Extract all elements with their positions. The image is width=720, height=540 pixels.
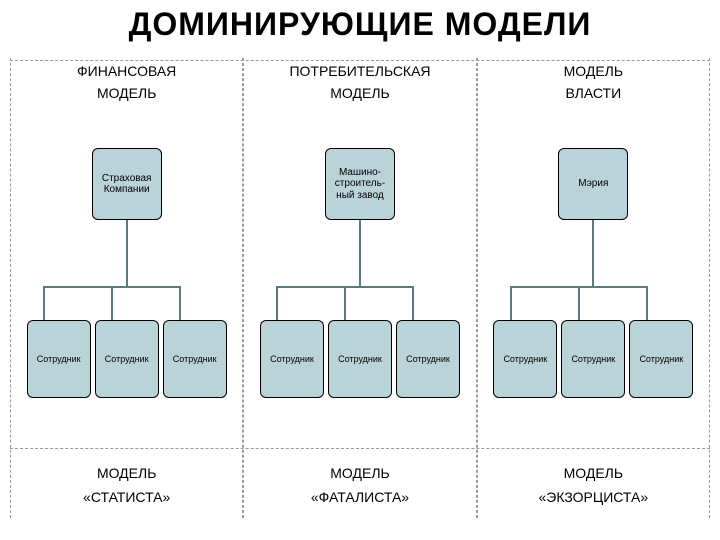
column-consumer: ПОТРЕБИТЕЛЬСКАЯ МОДЕЛЬ Машино-строитель-… <box>243 58 476 518</box>
col1-vleaf-2 <box>412 286 414 320</box>
col1-vleaf-0 <box>276 286 278 320</box>
col0-header-l2: МОДЕЛЬ <box>11 82 242 104</box>
col2-leaf-1: Сотрудник <box>561 320 625 398</box>
column-power: МОДЕЛЬ ВЛАСТИ Мэрия Сотрудник Сотрудник … <box>477 58 710 518</box>
col0-header-l1: ФИНАНСОВАЯ <box>11 60 242 82</box>
col0-leaf-2: Сотрудник <box>163 320 227 398</box>
col2-vroot <box>592 220 594 286</box>
col1-vleaf-1 <box>344 286 346 320</box>
col1-leaf-row: Сотрудник Сотрудник Сотрудник <box>244 320 475 398</box>
col1-footer-l2: «ФАТАЛИСТА» <box>244 486 475 510</box>
col0-footer-l2: «СТАТИСТА» <box>11 486 242 510</box>
col1-leaf-1: Сотрудник <box>328 320 392 398</box>
col1-leaf-2: Сотрудник <box>396 320 460 398</box>
col0-footer-l1: МОДЕЛЬ <box>11 462 242 486</box>
hsep-bottom <box>10 448 710 449</box>
col0-vleaf-0 <box>43 286 45 320</box>
col1-leaf-0: Сотрудник <box>260 320 324 398</box>
col1-vroot <box>359 220 361 286</box>
col0-header: ФИНАНСОВАЯ МОДЕЛЬ <box>11 58 242 105</box>
col2-root-box: Мэрия <box>558 148 628 220</box>
diagram-columns: ФИНАНСОВАЯ МОДЕЛЬ Страховая Компании Сот… <box>0 58 720 518</box>
col0-leaf-0: Сотрудник <box>27 320 91 398</box>
col0-root-box: Страховая Компании <box>92 148 162 220</box>
col2-header-l2: ВЛАСТИ <box>478 82 709 104</box>
col2-footer-l1: МОДЕЛЬ <box>478 462 709 486</box>
col2-header-l1: МОДЕЛЬ <box>478 60 709 82</box>
col1-footer-l1: МОДЕЛЬ <box>244 462 475 486</box>
col2-footer-l2: «ЭКЗОРЦИСТА» <box>478 486 709 510</box>
col2-leaf-0: Сотрудник <box>493 320 557 398</box>
col0-leaf-1: Сотрудник <box>95 320 159 398</box>
col1-header: ПОТРЕБИТЕЛЬСКАЯ МОДЕЛЬ <box>244 58 475 105</box>
col2-leaf-2: Сотрудник <box>629 320 693 398</box>
col2-header: МОДЕЛЬ ВЛАСТИ <box>478 58 709 105</box>
col2-vleaf-2 <box>646 286 648 320</box>
col0-vleaf-2 <box>179 286 181 320</box>
col0-vroot <box>126 220 128 286</box>
col0-vleaf-1 <box>111 286 113 320</box>
col2-vleaf-0 <box>510 286 512 320</box>
col1-root-box: Машино-строитель-ный завод <box>325 148 395 220</box>
col2-vleaf-1 <box>578 286 580 320</box>
col1-footer: МОДЕЛЬ «ФАТАЛИСТА» <box>244 462 475 510</box>
col2-footer: МОДЕЛЬ «ЭКЗОРЦИСТА» <box>478 462 709 510</box>
column-financial: ФИНАНСОВАЯ МОДЕЛЬ Страховая Компании Сот… <box>10 58 243 518</box>
col0-leaf-row: Сотрудник Сотрудник Сотрудник <box>11 320 242 398</box>
col2-leaf-row: Сотрудник Сотрудник Сотрудник <box>478 320 709 398</box>
col1-header-l2: МОДЕЛЬ <box>244 82 475 104</box>
page-title: ДОМИНИРУЮЩИЕ МОДЕЛИ <box>0 0 720 43</box>
col1-header-l1: ПОТРЕБИТЕЛЬСКАЯ <box>244 60 475 82</box>
col0-footer: МОДЕЛЬ «СТАТИСТА» <box>11 462 242 510</box>
